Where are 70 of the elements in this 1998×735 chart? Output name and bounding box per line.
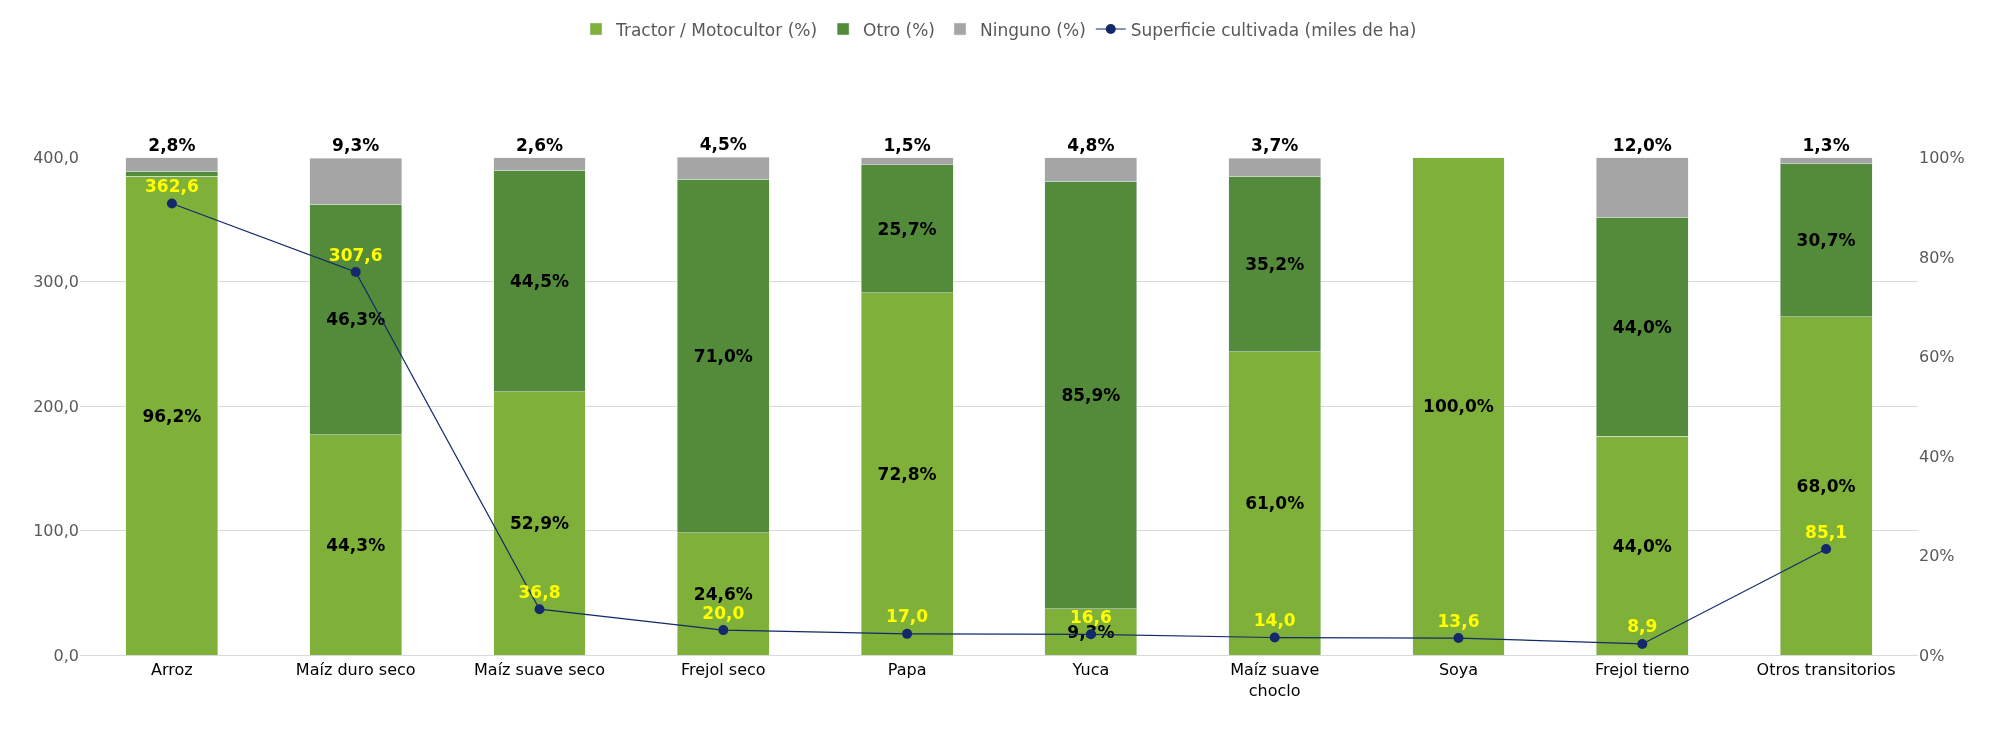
data-label: 44,0%: [1612, 535, 1672, 556]
point: [1453, 633, 1464, 644]
x-tick-label: Maíz duro seco: [295, 660, 416, 680]
data-label: 24,6%: [693, 583, 753, 604]
x-tick-label: Arroz: [151, 660, 193, 680]
y2-tick-label: 80%: [1919, 247, 1955, 267]
x-tick-label: Papa: [887, 660, 927, 680]
data-label: 1,3%: [1802, 134, 1850, 155]
legend-label: Otro (%): [863, 19, 935, 40]
data-label: 13,6: [1437, 610, 1480, 631]
point: [534, 604, 545, 615]
y-tick-label: 0,0: [53, 645, 79, 665]
point: [1269, 632, 1280, 643]
data-label: 100,0%: [1423, 396, 1494, 417]
point: [718, 625, 729, 636]
y2-tick-label: 20%: [1919, 546, 1955, 566]
x-tick-label: Maíz suave seco: [474, 660, 605, 680]
data-label: 1,5%: [883, 134, 931, 155]
data-label: 8,9: [1627, 616, 1658, 637]
data-label: 85,1: [1805, 521, 1848, 542]
x-tick-label: Yuca: [1071, 660, 1110, 680]
y-tick-label: 300,0: [33, 272, 79, 292]
data-label: 9,3%: [332, 135, 380, 155]
y-tick-label: 400,0: [33, 147, 79, 167]
point: [1637, 638, 1648, 649]
data-label: 17,0: [886, 606, 929, 627]
x-tick-label: Otros transitorios: [1756, 660, 1896, 680]
data-label: 44,5%: [510, 271, 569, 292]
data-label: 2,6%: [515, 134, 564, 155]
data-label: 96,2%: [142, 405, 202, 426]
data-label: 4,5%: [699, 134, 747, 154]
x-tick-label: Frejol tierno: [1594, 660, 1690, 680]
data-label: 61,0%: [1245, 493, 1305, 514]
data-label: 14,0: [1253, 610, 1296, 631]
data-label: 85,9%: [1061, 385, 1121, 406]
x-tick-label: Maíz suave choclo: [1230, 660, 1320, 700]
data-label: 46,3%: [326, 309, 386, 330]
data-label: 20,0: [702, 602, 745, 623]
y-tick-label: 200,0: [33, 396, 79, 416]
bar: [1412, 157, 1505, 655]
data-label: 2,8%: [148, 134, 196, 155]
data-label: 68,0%: [1796, 475, 1856, 496]
data-label: 52,9%: [510, 513, 569, 534]
data-label: 4,8%: [1067, 134, 1115, 155]
point: [166, 198, 177, 209]
data-label: 72,8%: [877, 463, 937, 484]
y2-tick-label: 0%: [1919, 645, 1945, 665]
data-label: 71,0%: [693, 346, 753, 366]
legend-label: Ninguno (%): [979, 19, 1086, 40]
data-label: 25,7%: [877, 218, 937, 239]
data-label: 12,0%: [1612, 134, 1672, 155]
bar: [125, 176, 219, 655]
data-label: 307,6: [328, 244, 383, 265]
data-label: 35,2%: [1245, 253, 1305, 274]
point: [350, 267, 361, 278]
legend-label: Superficie cultivada (miles de ha): [1130, 19, 1417, 40]
point: [902, 628, 913, 639]
data-label: 44,0%: [1612, 316, 1672, 337]
data-label: 30,7%: [1796, 230, 1856, 251]
legend-label: Tractor / Motocultor (%): [615, 19, 818, 40]
data-label: 3,7%: [1251, 135, 1299, 155]
x-tick-label: Soya: [1438, 660, 1479, 680]
y2-tick-label: 100%: [1919, 148, 1965, 168]
data-label: 362,6: [145, 176, 199, 197]
data-label: 44,3%: [326, 534, 386, 555]
y2-tick-label: 40%: [1919, 446, 1955, 466]
x-tick-label: Frejol seco: [680, 660, 766, 680]
y2-tick-label: 60%: [1919, 347, 1955, 367]
y-tick-label: 100,0: [33, 521, 79, 541]
point: [1821, 544, 1832, 555]
